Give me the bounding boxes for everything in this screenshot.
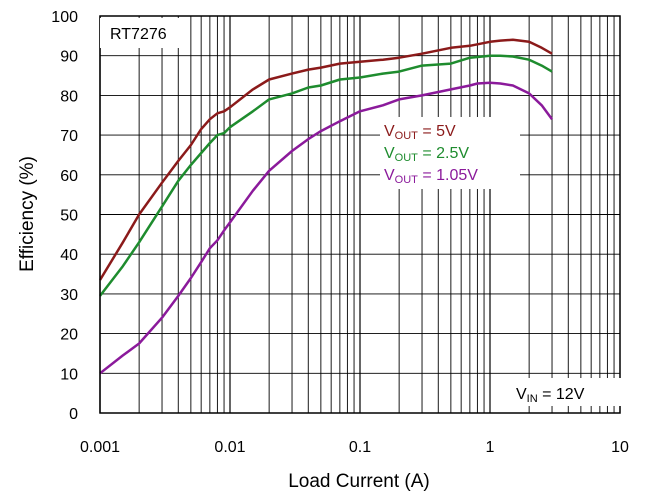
legend-background xyxy=(380,117,520,189)
y-tick-label: 0 xyxy=(69,406,78,423)
y-axis-label: Efficiency (%) xyxy=(17,156,38,272)
y-tick-label: 20 xyxy=(60,327,78,344)
y-tick-label: 40 xyxy=(60,247,78,264)
device-label: RT7276 xyxy=(110,26,167,43)
y-tick-label: 50 xyxy=(60,208,78,225)
vin-sub: IN xyxy=(527,393,538,405)
legend-entry: VOUT = 2.5V xyxy=(384,145,469,164)
series-line xyxy=(99,81,554,375)
vin-main: V xyxy=(516,386,527,403)
series-line xyxy=(98,38,553,281)
y-tick-label: 90 xyxy=(60,49,78,66)
plot-frame xyxy=(99,15,621,414)
x-axis-label: Load Current (A) xyxy=(288,471,430,492)
grid xyxy=(99,15,620,414)
y-tick-label: 70 xyxy=(60,128,78,145)
series-layer xyxy=(98,38,554,375)
x-tick-labels: 0.001 0.01 0.1 1 10 xyxy=(80,439,629,456)
series-line xyxy=(99,54,553,297)
vin-annotation: VIN = 12V xyxy=(516,386,585,405)
y-tick-label: 10 xyxy=(60,366,78,383)
y-tick-labels: 0 10 20 30 40 50 60 70 80 90 100 xyxy=(51,9,78,423)
legend-entry: VOUT = 5V xyxy=(384,123,456,142)
y-tick-label: 60 xyxy=(60,168,78,185)
y-tick-label: 30 xyxy=(60,287,78,304)
legend: VOUT = 5V VOUT = 2.5V VOUT = 1.05V xyxy=(380,117,520,189)
x-tick-label: 10 xyxy=(611,439,629,456)
x-tick-label: 0.01 xyxy=(214,439,245,456)
x-tick-label: 0.001 xyxy=(80,439,120,456)
x-tick-label: 0.1 xyxy=(349,439,371,456)
vin-rest: = 12V xyxy=(538,386,585,403)
y-tick-label: 100 xyxy=(51,9,78,26)
device-label-box: RT7276 xyxy=(100,18,180,48)
vin-annotation-box: VIN = 12V xyxy=(510,378,622,406)
x-tick-label: 1 xyxy=(486,439,495,456)
legend-entry: VOUT = 1.05V xyxy=(384,167,478,186)
y-tick-label: 80 xyxy=(60,88,78,105)
